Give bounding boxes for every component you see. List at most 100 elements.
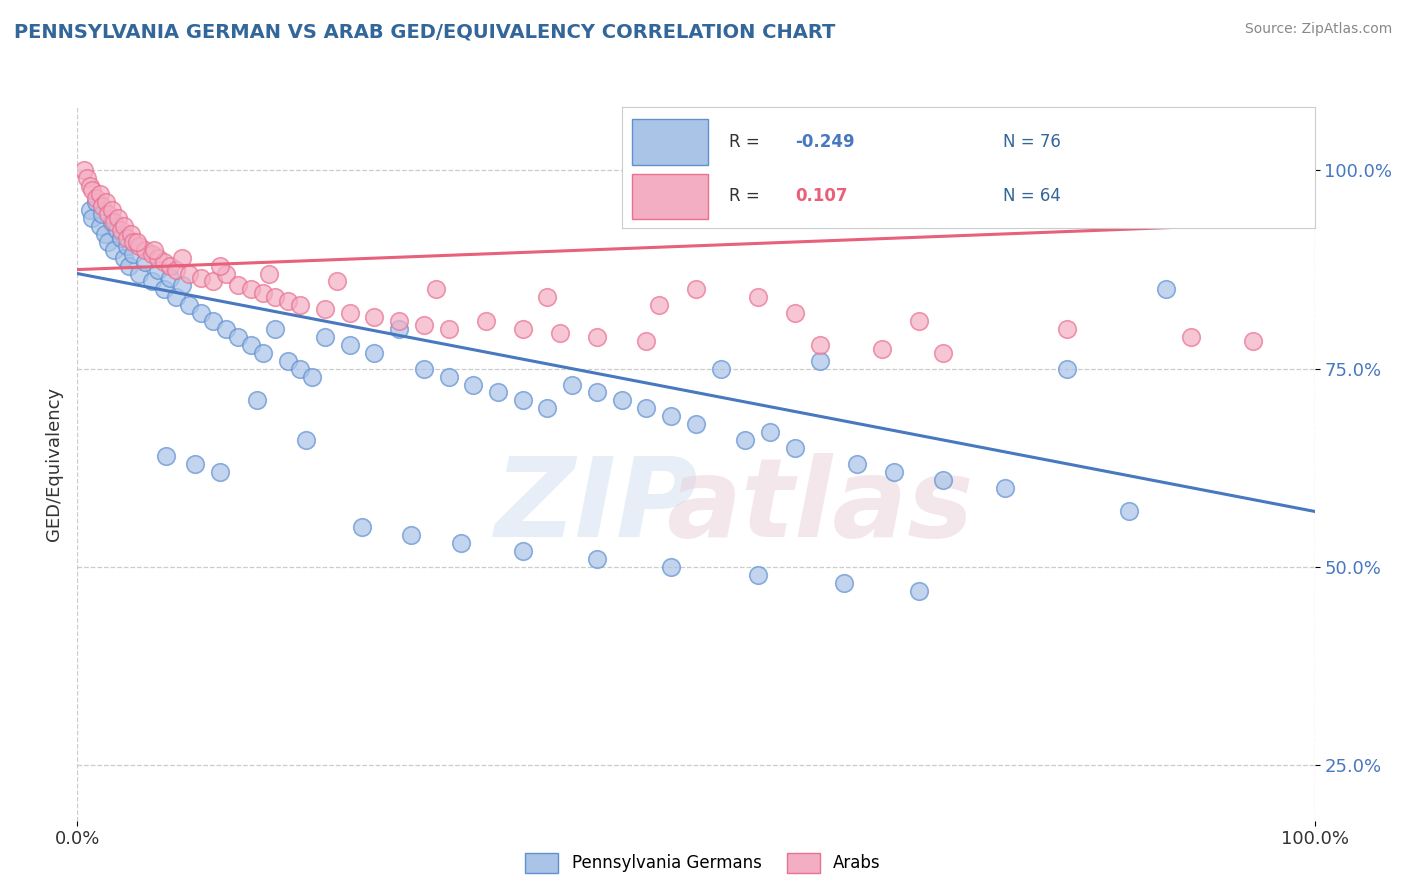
Point	[388, 314, 411, 328]
Point	[907, 583, 929, 598]
Point	[783, 441, 806, 455]
Point	[1241, 334, 1264, 348]
Point	[1056, 322, 1078, 336]
Point	[190, 306, 212, 320]
Point	[1180, 330, 1202, 344]
Point	[1056, 361, 1078, 376]
Point	[115, 231, 138, 245]
Point	[710, 361, 733, 376]
Point	[474, 314, 496, 328]
Point	[252, 286, 274, 301]
Point	[128, 239, 150, 253]
Point	[82, 211, 104, 225]
Point	[734, 433, 756, 447]
Point	[159, 259, 181, 273]
Point	[759, 425, 782, 439]
Point	[141, 275, 163, 289]
Point	[264, 322, 287, 336]
Point	[165, 262, 187, 277]
Point	[97, 235, 120, 249]
Point	[907, 314, 929, 328]
Point	[118, 259, 141, 273]
Point	[107, 211, 129, 225]
Point	[84, 191, 107, 205]
Point	[648, 298, 671, 312]
Point	[883, 465, 905, 479]
Point	[202, 275, 225, 289]
Point	[153, 282, 176, 296]
Point	[226, 330, 249, 344]
Point	[239, 282, 262, 296]
Point	[177, 267, 200, 281]
Point	[326, 275, 349, 289]
Point	[536, 401, 558, 416]
Point	[91, 199, 114, 213]
Point	[257, 267, 280, 281]
Point	[172, 251, 194, 265]
Point	[636, 334, 658, 348]
Point	[834, 575, 856, 590]
Point	[89, 187, 111, 202]
Point	[76, 171, 98, 186]
Point	[94, 195, 117, 210]
Point	[412, 318, 434, 332]
Point	[97, 207, 120, 221]
Point	[636, 401, 658, 416]
Point	[101, 203, 124, 218]
Point	[512, 393, 534, 408]
Point	[103, 243, 125, 257]
Point	[159, 270, 181, 285]
Point	[252, 346, 274, 360]
Point	[586, 385, 609, 400]
Point	[246, 393, 269, 408]
Point	[101, 215, 124, 229]
Point	[932, 473, 955, 487]
Point	[437, 369, 460, 384]
Point	[105, 223, 128, 237]
Point	[1154, 282, 1177, 296]
Point	[134, 243, 156, 257]
Y-axis label: GED/Equivalency: GED/Equivalency	[45, 387, 63, 541]
Point	[548, 326, 571, 340]
Point	[295, 433, 318, 447]
Point	[103, 215, 125, 229]
Point	[659, 409, 682, 424]
Point	[89, 219, 111, 233]
Point	[808, 338, 831, 352]
Point	[450, 536, 472, 550]
Point	[512, 544, 534, 558]
Point	[172, 278, 194, 293]
Point	[808, 353, 831, 368]
Point	[659, 560, 682, 574]
Point	[120, 227, 142, 241]
Point	[561, 377, 583, 392]
Point	[141, 246, 163, 260]
Point	[134, 254, 156, 268]
Point	[112, 219, 135, 233]
Point	[610, 393, 633, 408]
Point	[288, 298, 311, 312]
Point	[153, 254, 176, 268]
Point	[314, 302, 336, 317]
Point	[301, 369, 323, 384]
Point	[215, 322, 238, 336]
Point	[288, 361, 311, 376]
Point	[425, 282, 447, 296]
Point	[177, 298, 200, 312]
Point	[72, 163, 94, 178]
Point	[512, 322, 534, 336]
Point	[122, 235, 145, 249]
Point	[110, 231, 132, 245]
Point	[536, 290, 558, 304]
Point	[339, 338, 361, 352]
Point	[845, 457, 868, 471]
Point	[994, 481, 1017, 495]
Point	[264, 290, 287, 304]
Point	[586, 330, 609, 344]
Point	[870, 342, 893, 356]
Point	[208, 465, 231, 479]
Point	[184, 457, 207, 471]
Point	[165, 290, 187, 304]
Point	[463, 377, 485, 392]
Text: atlas: atlas	[666, 453, 973, 560]
